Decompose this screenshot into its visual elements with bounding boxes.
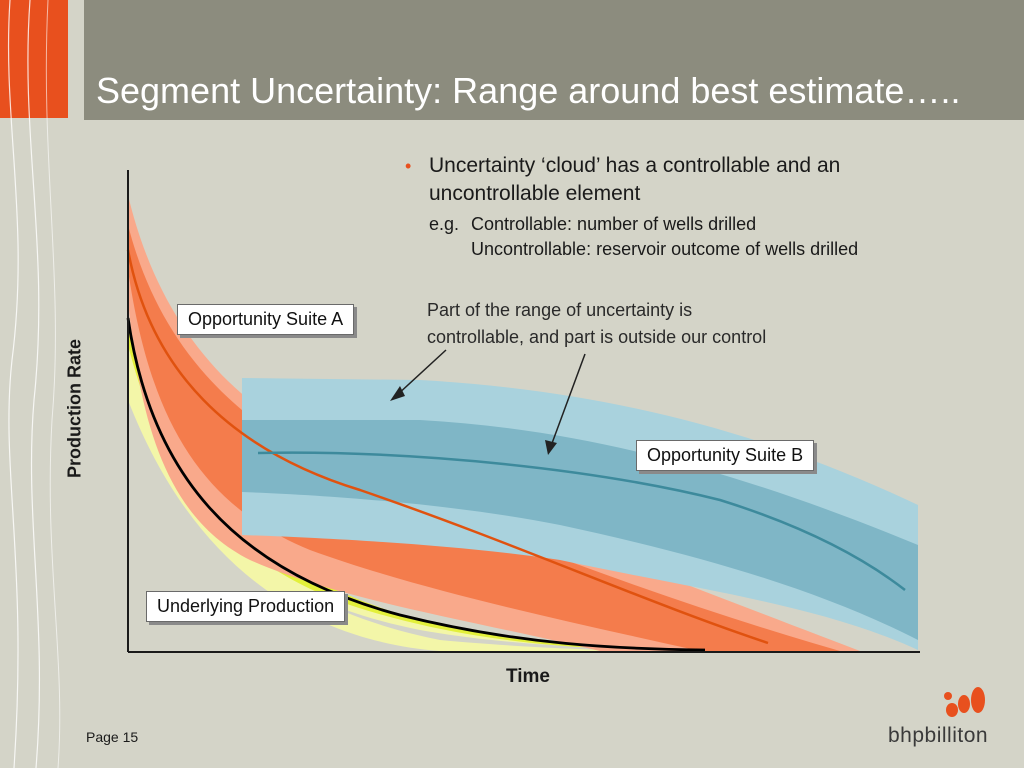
example-controllable: Controllable: number of wells drilled bbox=[471, 214, 757, 234]
underlying-production-label: Underlying Production bbox=[146, 591, 346, 622]
y-axis-label: Production Rate bbox=[64, 339, 85, 479]
bhp-logo-icon bbox=[944, 687, 985, 717]
eg-label: e.g. bbox=[429, 214, 460, 234]
decorative-lines bbox=[7, 0, 61, 768]
annotation-note: Part of the range of uncertainty is cont… bbox=[427, 297, 766, 351]
arrow-right-head bbox=[545, 440, 557, 455]
accent-block bbox=[0, 0, 68, 118]
arrow-left-head bbox=[390, 386, 405, 401]
x-axis-label: Time bbox=[506, 666, 551, 687]
slide-title: Segment Uncertainty: Range around best e… bbox=[96, 70, 961, 111]
suite-a-label: Opportunity Suite A bbox=[177, 304, 355, 335]
note-line-2: controllable, and part is outside our co… bbox=[427, 327, 767, 347]
page-number: Page 15 bbox=[86, 729, 139, 745]
suite-a-line bbox=[126, 249, 769, 645]
title-bar bbox=[84, 0, 1024, 120]
bullet-dot: • bbox=[405, 156, 412, 176]
note-line-1: Part of the range of uncertainty is bbox=[427, 300, 693, 320]
suite-b-line bbox=[257, 451, 906, 591]
suite-a-inner-band bbox=[128, 225, 840, 651]
bullet-text: Uncertainty ‘cloud’ has a controllable a… bbox=[429, 154, 841, 205]
suite-b-inner-band bbox=[242, 420, 918, 640]
suite-b-label: Opportunity Suite B bbox=[636, 440, 815, 471]
arrow-left-shaft bbox=[395, 349, 447, 397]
bullet-point: • Uncertainty ‘cloud’ has a controllable… bbox=[405, 152, 965, 208]
example-uncontrollable: Uncontrollable: reservoir outcome of wel… bbox=[471, 239, 859, 259]
underlying-line bbox=[126, 317, 706, 652]
bhp-logo-text: bhpbilliton bbox=[888, 724, 989, 747]
examples: e.g. Controllable: number of wells drille… bbox=[429, 212, 858, 262]
arrow-right-shaft bbox=[550, 353, 586, 447]
